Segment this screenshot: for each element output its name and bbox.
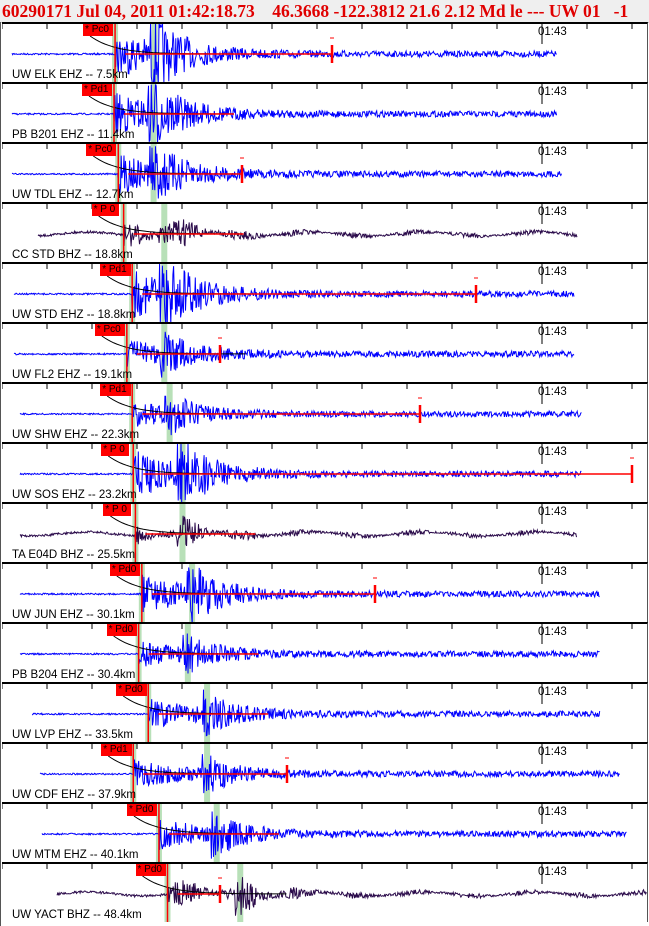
- waveform-trace: [11, 24, 557, 82]
- time-label: 01:43: [538, 26, 567, 38]
- coda-fit-curve: [133, 815, 278, 835]
- waveform-trace: [31, 689, 601, 737]
- station-label: UW ELK EHZ -- 7.5km: [12, 69, 128, 81]
- waveform-trace: [37, 219, 578, 247]
- station-label: UW JUN EHZ -- 30.1km: [12, 609, 135, 621]
- waveform-trace: [39, 754, 620, 794]
- phase-pick-label[interactable]: * Pd0: [106, 624, 138, 636]
- event-summary: 60290171 Jul 04, 2011 01:42:18.73 46.366…: [2, 1, 629, 21]
- time-label: 01:43: [538, 446, 567, 458]
- coda-fit-curve: [88, 95, 233, 115]
- waveform-trace: [11, 146, 562, 199]
- station-panel[interactable]: * P 0 01:43 UW SOS EHZ -- 23.2km: [2, 442, 648, 502]
- waveform-trace: [19, 444, 582, 502]
- time-label: 01:43: [538, 86, 567, 98]
- waveform-plot: [2, 564, 633, 622]
- phase-pick-label[interactable]: * P 0: [91, 204, 120, 216]
- station-label: UW STD EHZ -- 18.8km: [12, 309, 136, 321]
- time-label: 01:43: [538, 506, 567, 518]
- phase-pick-label[interactable]: * P 0: [101, 444, 129, 456]
- waveform-plot: [2, 684, 633, 742]
- station-label: UW MTM EHZ -- 40.1km: [12, 849, 139, 861]
- station-panel[interactable]: * Pd0 01:43 UW YACT BHZ -- 48.4km: [2, 862, 648, 922]
- station-label: UW YACT BHZ -- 48.4km: [12, 909, 142, 921]
- waveform-trace: [11, 84, 558, 142]
- phase-pick-label[interactable]: * Pd0: [126, 804, 158, 816]
- time-label: 01:43: [538, 626, 567, 638]
- coda-fit-curve: [89, 35, 235, 55]
- station-label: UW FL2 EHZ -- 19.1km: [12, 369, 133, 381]
- waveform-plot: [2, 804, 633, 862]
- coda-fit-curve: [142, 875, 287, 895]
- time-label: 01:43: [538, 206, 567, 218]
- station-panel[interactable]: * Pd1 01:43 UW CDF EHZ -- 37.9km: [2, 742, 648, 802]
- coda-fit-curve: [101, 335, 246, 355]
- phase-pick-label[interactable]: * Pd1: [101, 744, 132, 756]
- phase-pick-label[interactable]: * Pd0: [135, 864, 166, 876]
- time-label: 01:43: [538, 746, 567, 758]
- waveform-trace: [41, 811, 627, 859]
- station-panel[interactable]: * Pc0 01:43 UW TDL EHZ -- 12.7km: [2, 142, 648, 202]
- station-label: UW SOS EHZ -- 23.2km: [12, 489, 137, 501]
- phase-pick-label[interactable]: * Pd1: [100, 264, 131, 276]
- station-panel[interactable]: * Pc0 01:43 UW ELK EHZ -- 7.5km: [2, 22, 648, 82]
- station-panel[interactable]: * Pd1 01:43 UW STD EHZ -- 18.8km: [2, 262, 648, 322]
- waveform-plot: [2, 24, 633, 82]
- waveform-plot: [2, 444, 634, 502]
- phase-pick-label[interactable]: * Pd0: [109, 564, 141, 576]
- station-panel[interactable]: * Pd0 01:43 UW LVP EHZ -- 33.5km: [2, 682, 648, 742]
- station-label: UW LVP EHZ -- 33.5km: [12, 729, 133, 741]
- phase-pick-label[interactable]: * P 0: [103, 504, 131, 516]
- time-label: 01:43: [538, 386, 567, 398]
- station-panel[interactable]: * Pd0 01:43 UW MTM EHZ -- 40.1km: [2, 802, 648, 862]
- time-label: 01:43: [538, 866, 567, 878]
- waveform-trace: [19, 633, 600, 674]
- time-label: 01:43: [538, 566, 567, 578]
- station-label: TA E04D BHZ -- 25.5km: [12, 549, 136, 561]
- phase-pick-label[interactable]: * Pd1: [82, 84, 113, 96]
- phase-pick-label[interactable]: * Pc0: [86, 144, 117, 156]
- time-label: 01:43: [538, 266, 567, 278]
- station-panel[interactable]: * Pd0 01:43 PB B204 EHZ -- 30.4km: [2, 622, 648, 682]
- station-label: CC STD BHZ -- 18.8km: [12, 249, 133, 261]
- station-panel[interactable]: * Pd0 01:43 UW JUN EHZ -- 30.1km: [2, 562, 648, 622]
- station-panel[interactable]: * Pc0 01:43 UW FL2 EHZ -- 19.1km: [2, 322, 648, 382]
- waveform-plot: [2, 324, 633, 382]
- time-label: 01:43: [538, 806, 567, 818]
- waveform-plot: [2, 504, 633, 562]
- waveform-trace: [56, 877, 647, 916]
- waveform-trace: [13, 264, 575, 322]
- station-panel[interactable]: * Pd1 01:43 PB B201 EHZ -- 11.4km: [2, 82, 648, 142]
- seismogram-panels: * Pc0 01:43 UW ELK EHZ -- 7.5km * Pd1 01:43 P…: [0, 22, 649, 926]
- waveform-plot: [2, 84, 633, 142]
- station-label: UW TDL EHZ -- 12.7km: [12, 189, 134, 201]
- waveform-plot: [2, 624, 633, 682]
- waveform-plot: [2, 204, 633, 262]
- waveform-trace: [19, 515, 577, 547]
- waveform-plot: [2, 264, 633, 322]
- phase-pick-label[interactable]: * Pd0: [116, 684, 147, 696]
- waveform-trace: [13, 331, 575, 378]
- phase-pick-label[interactable]: * Pd1: [100, 384, 131, 396]
- phase-pick-label[interactable]: * Pc0: [94, 324, 125, 336]
- phase-pick-label[interactable]: * Pc0: [83, 24, 113, 36]
- event-header: 60290171 Jul 04, 2011 01:42:18.73 46.366…: [0, 0, 649, 23]
- station-label: UW SHW EHZ -- 22.3km: [12, 429, 140, 441]
- station-label: PB B201 EHZ -- 11.4km: [12, 129, 135, 141]
- station-label: UW CDF EHZ -- 37.9km: [12, 789, 136, 801]
- station-panel[interactable]: * Pd1 01:43 UW SHW EHZ -- 22.3km: [2, 382, 648, 442]
- time-label: 01:43: [538, 686, 567, 698]
- station-panel[interactable]: * P 0 01:43 CC STD BHZ -- 18.8km: [2, 202, 648, 262]
- station-label: PB B204 EHZ -- 30.4km: [12, 669, 136, 681]
- waveform-plot: [2, 744, 633, 802]
- waveform-plot: [2, 144, 633, 202]
- waveform-plot: [2, 384, 633, 442]
- station-panel[interactable]: * P 0 01:43 TA E04D BHZ -- 25.5km: [2, 502, 648, 562]
- time-label: 01:43: [538, 326, 567, 338]
- time-label: 01:43: [538, 146, 567, 158]
